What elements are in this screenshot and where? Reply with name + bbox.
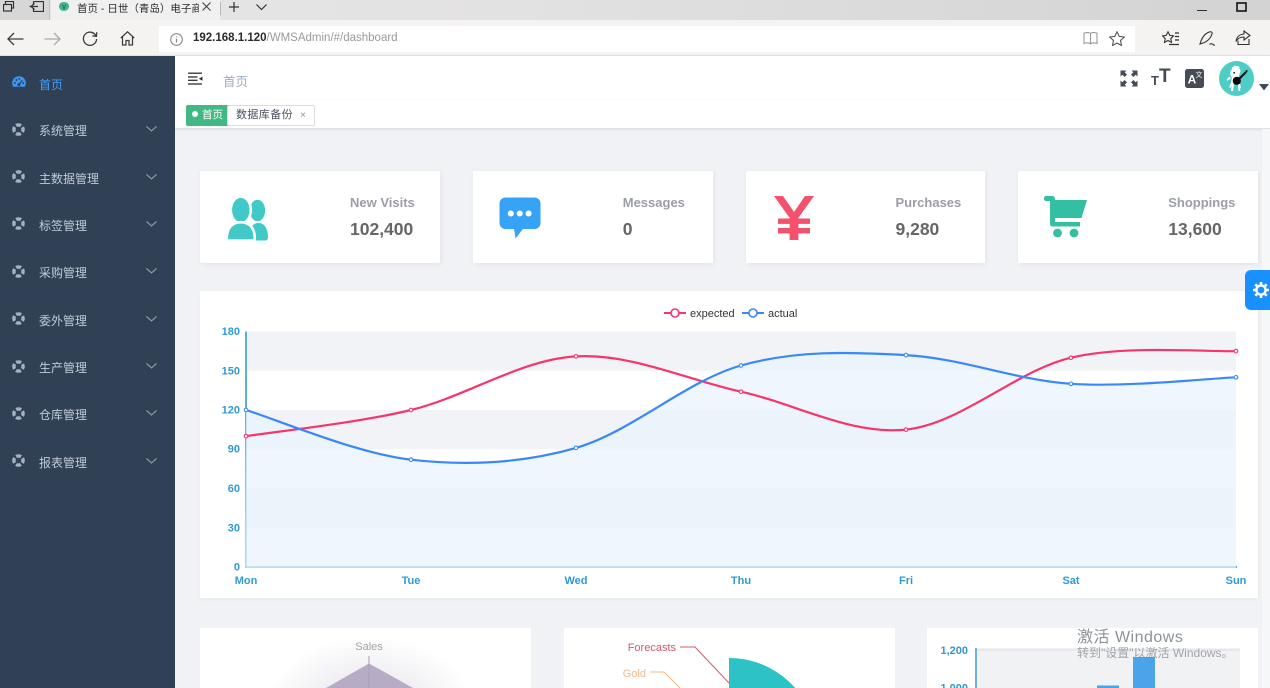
svg-text:Wed: Wed [564,575,587,587]
svg-text:180: 180 [222,326,240,338]
svg-text:1,200: 1,200 [940,645,968,657]
svg-text:0: 0 [234,562,240,574]
svg-text:A: A [1188,73,1197,87]
svg-text:60: 60 [228,483,240,495]
svg-text:Sat: Sat [1062,575,1079,587]
svg-text:30: 30 [228,522,240,534]
svg-text:Mon: Mon [235,575,258,587]
svg-text:Tue: Tue [402,575,421,587]
svg-text:Forecasts: Forecasts [628,642,677,654]
svg-text:文: 文 [1196,70,1203,79]
svg-text:120: 120 [222,405,240,417]
svg-text:actual: actual [768,308,797,320]
svg-text:Thu: Thu [731,575,751,587]
svg-text:150: 150 [222,365,240,377]
svg-text:90: 90 [228,444,240,456]
svg-text:Sun: Sun [1226,575,1247,587]
svg-text:1,000: 1,000 [940,683,968,688]
svg-text:Gold: Gold [623,668,646,680]
svg-text:Fri: Fri [899,575,913,587]
svg-text:Sales: Sales [355,641,383,653]
svg-text:V: V [62,4,67,11]
svg-text:expected: expected [690,308,735,320]
